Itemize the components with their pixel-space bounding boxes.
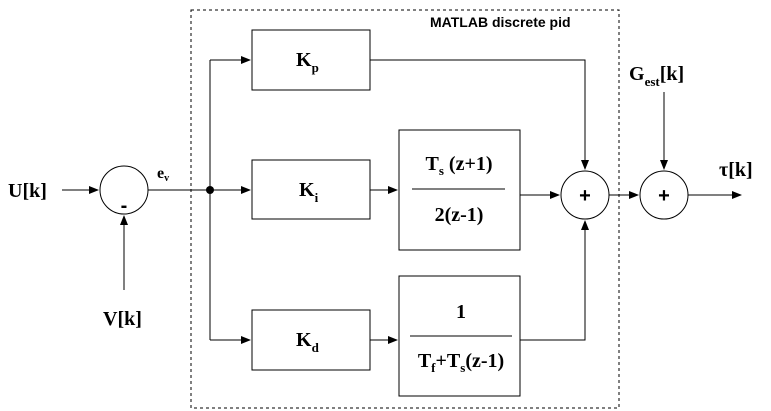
pid-region-border	[190, 9, 620, 409]
wire-kp-to-sum	[370, 59, 589, 170]
error-label: ev	[157, 165, 169, 184]
integral-tf-numerator: Ts (z+1)	[426, 153, 493, 178]
kp-block	[251, 29, 371, 91]
ki-block	[251, 159, 371, 220]
integral-tf-denominator: 2(z-1)	[435, 204, 484, 226]
kp-label: Kp	[296, 49, 319, 75]
input-v-label: V[k]	[103, 308, 142, 330]
derivative-tf-numerator: 1	[456, 301, 466, 323]
region-title: MATLAB discrete pid	[430, 14, 571, 30]
pid-sum-sign: +	[579, 185, 591, 207]
output-sum-sign: +	[658, 185, 670, 207]
error-sum-sign: -	[121, 195, 128, 217]
derivative-tf-denominator: Tf+Ts(z-1)	[418, 350, 504, 375]
g-est-label: Gest[k]	[629, 63, 684, 89]
kd-label: Kd	[296, 329, 320, 355]
output-label: τ[k]	[719, 159, 753, 181]
ki-label: Ki	[299, 179, 319, 205]
integral-tf-block	[398, 129, 521, 251]
wire-derivative-to-sum	[520, 220, 589, 341]
input-u-label: U[k]	[8, 180, 47, 202]
